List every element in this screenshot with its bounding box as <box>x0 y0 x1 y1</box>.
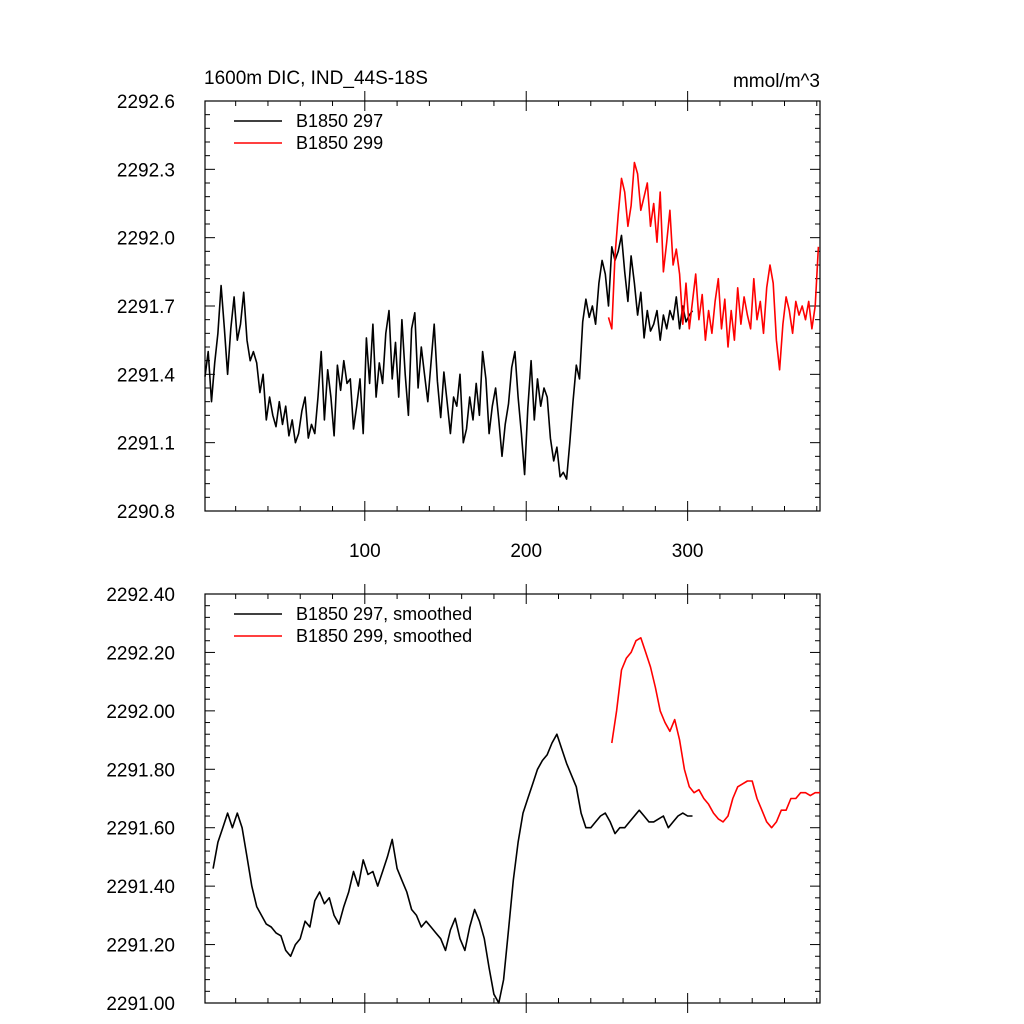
y-tick-label: 2291.80 <box>106 760 175 781</box>
legend-label-1: B1850 297, smoothed <box>296 604 472 624</box>
series-line-1 <box>212 733 693 1004</box>
units-label: mmol/m^3 <box>733 71 820 92</box>
legend-label-1: B1850 297 <box>296 111 383 131</box>
y-tick-label: 2291.40 <box>106 877 175 898</box>
chart-title: 1600m DIC, IND_44S-18S <box>204 68 428 89</box>
y-tick-label: 2291.00 <box>106 994 175 1015</box>
y-tick-label: 2292.3 <box>117 160 175 181</box>
y-tick-label: 2290.8 <box>117 502 175 523</box>
x-tick-label: 200 <box>510 541 542 562</box>
y-tick-label: 2291.20 <box>106 936 175 957</box>
plot-frame <box>204 100 821 512</box>
plot-frame <box>204 593 821 1004</box>
y-tick-label: 2292.20 <box>106 643 175 664</box>
y-tick-label: 2291.7 <box>117 297 175 318</box>
top-panel: 1600m DIC, IND_44S-18S mmol/m^3 2290.8 22… <box>117 68 821 562</box>
series-line-1 <box>204 234 694 480</box>
series-line-2 <box>607 161 820 371</box>
y-tick-label: 2291.4 <box>117 365 176 386</box>
series-line-2 <box>611 636 820 829</box>
y-tick-label: 2292.6 <box>117 92 175 113</box>
legend-label-2: B1850 299, smoothed <box>296 626 472 646</box>
y-tick-label: 2291.60 <box>106 819 175 840</box>
x-tick-label: 300 <box>672 541 704 562</box>
y-tick-label: 2292.0 <box>117 229 175 250</box>
legend-label-2: B1850 299 <box>296 133 383 153</box>
y-tick-label: 2292.40 <box>106 585 175 606</box>
y-tick-label: 2292.00 <box>106 702 175 723</box>
x-tick-label: 100 <box>349 541 381 562</box>
y-tick-label: 2291.1 <box>117 434 175 455</box>
bottom-panel: 2291.00 2291.20 2291.40 2291.60 2291.80 2292.… <box>106 584 821 1015</box>
